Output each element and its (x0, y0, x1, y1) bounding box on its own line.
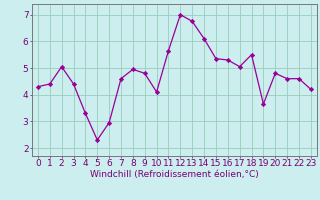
X-axis label: Windchill (Refroidissement éolien,°C): Windchill (Refroidissement éolien,°C) (90, 170, 259, 179)
